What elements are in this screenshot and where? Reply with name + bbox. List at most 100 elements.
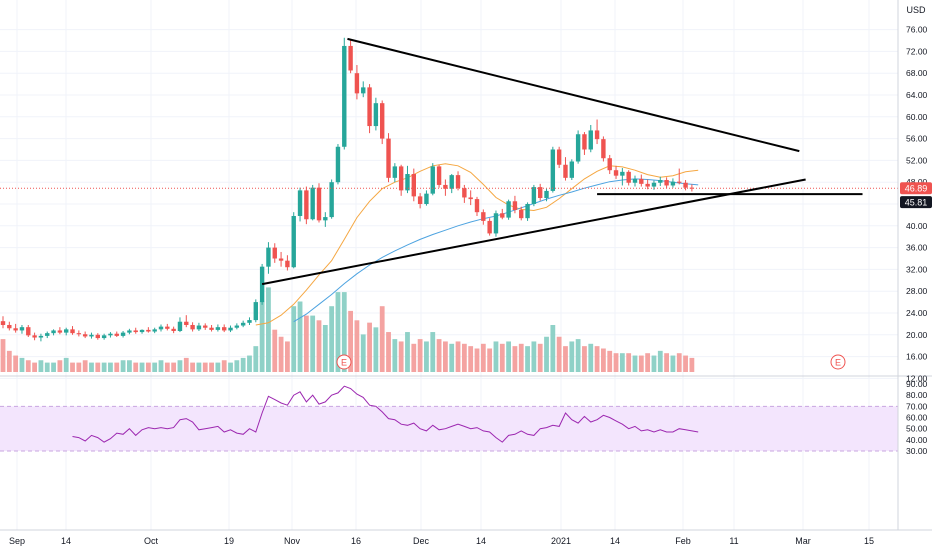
candle-body — [203, 325, 208, 328]
volume-bar — [386, 332, 391, 372]
last-price-tag — [900, 182, 932, 195]
candle-body — [373, 103, 379, 127]
x-tick-label: 14 — [610, 536, 620, 546]
y-tick-label: 72.00 — [906, 46, 928, 56]
candle-body — [354, 73, 360, 94]
candle-body — [13, 328, 18, 331]
volume-bar — [285, 341, 290, 372]
x-tick-label: Feb — [675, 536, 691, 546]
volume-bar — [449, 343, 455, 372]
y-tick-label: 64.00 — [906, 90, 928, 100]
volume-bar — [405, 332, 410, 372]
rsi-y-tick-label: 40.00 — [906, 435, 928, 445]
volume-bar — [13, 355, 19, 372]
volume-bar — [531, 341, 537, 372]
candle-body — [38, 335, 44, 338]
volume-bar — [228, 362, 233, 372]
x-tick-label: Sep — [9, 536, 25, 546]
rsi-y-tick-label: 30.00 — [906, 446, 928, 456]
volume-bar — [367, 322, 372, 372]
volume-bar — [468, 346, 474, 372]
candle-body — [146, 329, 151, 332]
candle-body — [57, 330, 63, 333]
trendline-support — [261, 178, 806, 286]
volume-bar — [108, 362, 113, 372]
volume-bar — [253, 346, 259, 372]
candle-body — [348, 45, 353, 71]
candle-body — [651, 182, 657, 187]
volume-bar — [411, 343, 417, 372]
volume-bar — [436, 339, 442, 372]
earnings-circle — [830, 354, 846, 370]
rsi-y-tick-label: 70.00 — [906, 401, 928, 411]
volume-bar — [341, 292, 347, 372]
volume-bar — [95, 362, 101, 372]
volume-bar — [537, 343, 543, 372]
volume-bar — [335, 292, 341, 372]
candle-body — [538, 187, 543, 199]
candle-body — [342, 45, 347, 147]
volume-bar — [133, 362, 139, 372]
volume-bar — [556, 336, 562, 372]
candle-body — [101, 335, 107, 339]
volume-bar — [480, 343, 486, 372]
volume-bar — [461, 343, 467, 372]
candle-body — [259, 266, 265, 303]
ma-short-line — [255, 163, 699, 326]
candle-body — [247, 320, 252, 323]
volume-bar — [683, 355, 688, 372]
volume-bar — [57, 360, 63, 372]
candle-body — [455, 175, 461, 189]
candle-body — [133, 330, 138, 333]
candle-body — [519, 209, 524, 219]
candle-body — [139, 329, 145, 333]
trendline-resistance — [347, 37, 800, 153]
candle-body — [620, 171, 625, 176]
rsi-y-tick-label: 90.00 — [906, 379, 928, 389]
price-tags: 46.89 45.81 — [900, 182, 932, 209]
volume-bar — [443, 341, 448, 372]
candle-body — [500, 213, 505, 218]
candle-body — [449, 175, 454, 189]
y-tick-label: 56.00 — [906, 134, 928, 144]
y-tick-label: 12.00 — [906, 373, 928, 383]
candle-body — [594, 130, 600, 140]
x-tick-label: Dec — [413, 536, 430, 546]
candle-body — [550, 149, 556, 191]
volume-bar — [588, 343, 594, 372]
volume-bar — [82, 360, 88, 372]
candle-body — [575, 134, 581, 162]
candle-body — [19, 327, 25, 331]
volume-bar — [664, 353, 669, 372]
volume-bar — [0, 339, 6, 372]
y-tick-label: 76.00 — [906, 25, 928, 35]
candle-body — [285, 260, 290, 268]
volume-bar — [651, 355, 657, 372]
candle-body — [398, 166, 404, 191]
volume-bar — [657, 350, 663, 372]
volume-bar — [63, 357, 69, 372]
volume-bar — [152, 362, 158, 372]
y-tick-label: 40.00 — [906, 221, 928, 231]
volume-bar — [196, 362, 202, 372]
candle-body — [468, 197, 473, 200]
candle-body — [278, 258, 284, 261]
y-tick-label: 36.00 — [906, 243, 928, 253]
candle-body — [184, 321, 189, 325]
candle-body — [506, 201, 511, 218]
candle-body — [361, 87, 366, 94]
volume-bar — [512, 346, 518, 372]
volume-bar — [594, 346, 600, 372]
volume-bar — [506, 341, 511, 372]
candle-body — [82, 334, 88, 337]
candle-body — [481, 212, 486, 221]
candle-body — [177, 321, 183, 331]
volume-bar — [145, 362, 151, 372]
volume-bar — [25, 360, 31, 372]
volume-bar — [234, 360, 240, 372]
volume-bar — [202, 362, 208, 372]
volume-bar — [417, 339, 423, 372]
volume-bar — [379, 306, 385, 372]
